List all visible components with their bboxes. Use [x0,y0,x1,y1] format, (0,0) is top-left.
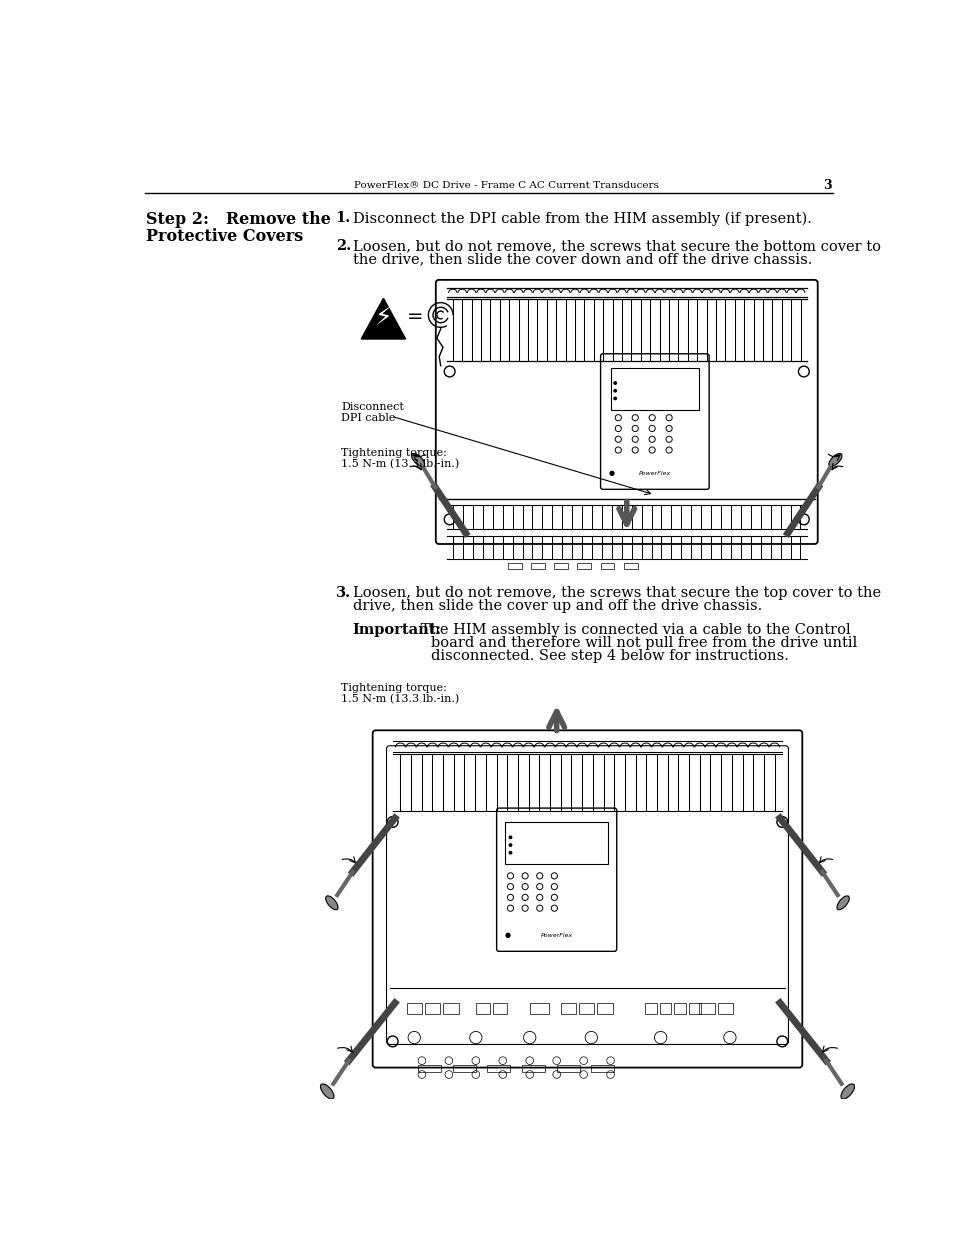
Bar [453,1065,476,1072]
Bar [597,1003,612,1014]
Circle shape [613,382,617,385]
Bar [717,1003,732,1014]
Bar [476,1003,489,1014]
Bar [560,1003,576,1014]
Text: PowerFlex: PowerFlex [540,932,572,937]
Bar [688,1003,700,1014]
Text: PowerFlex: PowerFlex [639,471,670,475]
Text: Step 2:   Remove the: Step 2: Remove the [146,211,331,228]
Text: DPI cable: DPI cable [341,412,395,424]
Text: The HIM assembly is connected via a cable to the Control: The HIM assembly is connected via a cabl… [416,622,849,636]
Bar [557,1065,579,1072]
Bar [623,563,637,569]
Bar [425,1003,440,1014]
Bar [659,1003,671,1014]
Text: 1.5 N-m (13.3 lb.-in.): 1.5 N-m (13.3 lb.-in.) [341,459,458,469]
Text: drive, then slide the cover up and off the drive chassis.: drive, then slide the cover up and off t… [353,599,761,613]
Text: the drive, then slide the cover down and off the drive chassis.: the drive, then slide the cover down and… [353,252,811,267]
Bar [417,1065,440,1072]
Ellipse shape [411,453,424,467]
Text: Protective Covers: Protective Covers [146,228,303,246]
Ellipse shape [836,895,848,910]
Circle shape [508,844,512,847]
Text: =: = [406,308,423,326]
Bar [487,1065,510,1072]
Polygon shape [361,299,405,338]
Text: Important:: Important: [353,622,441,636]
Text: ●: ● [608,471,615,477]
Text: ⚡: ⚡ [375,306,392,331]
Bar [529,1003,548,1014]
Ellipse shape [828,453,841,467]
Circle shape [508,851,512,855]
Bar [531,563,544,569]
Ellipse shape [841,1084,854,1099]
Circle shape [508,835,512,840]
Bar [699,1003,714,1014]
Bar [644,1003,656,1014]
Ellipse shape [320,1084,334,1099]
Text: Disconnect the DPI cable from the HIM assembly (if present).: Disconnect the DPI cable from the HIM as… [353,211,811,226]
Text: Tightening torque:: Tightening torque: [341,683,447,693]
Ellipse shape [325,895,337,910]
Circle shape [613,389,617,393]
Bar [578,1003,594,1014]
Bar [504,823,608,864]
Text: 2.: 2. [335,240,351,253]
Bar [521,1065,544,1072]
Text: board and therefore will not pull free from the drive until: board and therefore will not pull free f… [431,636,857,650]
Text: 3.: 3. [335,585,351,599]
Text: Loosen, but do not remove, the screws that secure the bottom cover to: Loosen, but do not remove, the screws th… [353,240,880,253]
Bar [554,563,568,569]
Text: ●: ● [504,932,511,939]
Bar [577,563,591,569]
Bar [508,563,521,569]
Text: Tightening torque:: Tightening torque: [341,448,447,458]
Bar [591,1065,614,1072]
Circle shape [613,396,617,400]
Bar [600,563,614,569]
Bar [406,1003,421,1014]
Text: disconnected. See step 4 below for instructions.: disconnected. See step 4 below for instr… [431,648,788,663]
Bar [610,368,699,410]
Text: Loosen, but do not remove, the screws that secure the top cover to the: Loosen, but do not remove, the screws th… [353,585,880,599]
Bar [443,1003,458,1014]
Text: Disconnect: Disconnect [341,403,403,412]
Text: 1.5 N-m (13.3 lb.-in.): 1.5 N-m (13.3 lb.-in.) [341,694,458,704]
Bar [493,1003,506,1014]
Text: 1.: 1. [335,211,351,225]
Bar [674,1003,685,1014]
Text: PowerFlex® DC Drive - Frame C AC Current Transducers: PowerFlex® DC Drive - Frame C AC Current… [354,180,659,190]
Text: 3: 3 [822,179,831,191]
